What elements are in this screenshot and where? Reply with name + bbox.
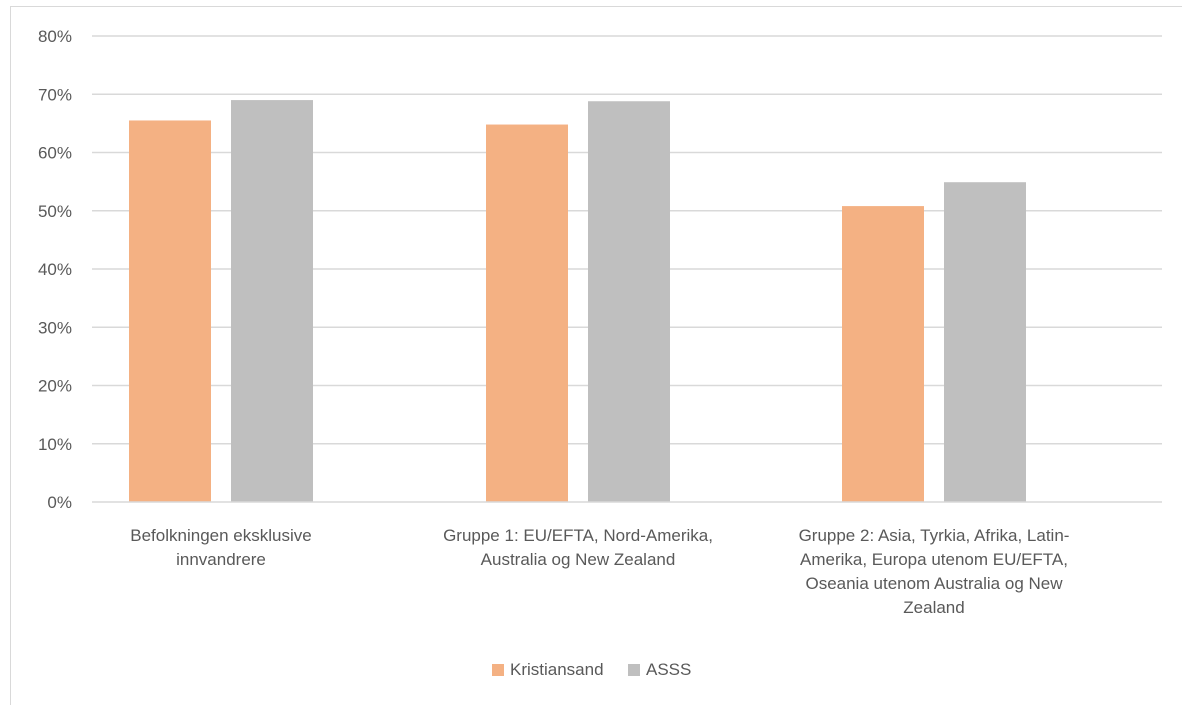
category-label: Gruppe 1: EU/EFTA, Nord-Amerika, Australi… bbox=[443, 526, 713, 569]
bars bbox=[129, 100, 1026, 503]
y-axis-tick-labels: 0% 10% 20% 30% 40% 50% 60% 70% 80% bbox=[38, 27, 72, 512]
y-tick-label: 20% bbox=[38, 377, 72, 396]
y-tick-label: 40% bbox=[38, 260, 72, 279]
category-label: Befolkningen eksklusive innvandrere bbox=[130, 526, 311, 569]
y-tick-label: 50% bbox=[38, 202, 72, 221]
y-tick-label: 0% bbox=[47, 493, 72, 512]
category-label-line: Amerika, Europa utenom EU/EFTA, bbox=[800, 550, 1068, 569]
bar-asss-1 bbox=[231, 100, 313, 502]
category-label-line: Gruppe 2: Asia, Tyrkia, Afrika, Latin- bbox=[799, 526, 1070, 545]
legend: Kristiansand ASSS bbox=[492, 660, 691, 679]
category-label-line: Zealand bbox=[903, 598, 964, 617]
y-tick-label: 80% bbox=[38, 27, 72, 46]
bar-asss-3 bbox=[944, 182, 1026, 502]
bar-asss-2 bbox=[588, 101, 670, 503]
y-tick-label: 70% bbox=[38, 85, 72, 104]
y-tick-label: 30% bbox=[38, 318, 72, 337]
bar-kristiansand-1 bbox=[129, 120, 211, 503]
category-label-line: Befolkningen eksklusive bbox=[130, 526, 311, 545]
category-label: Gruppe 2: Asia, Tyrkia, Afrika, Latin- Am… bbox=[799, 526, 1070, 617]
category-label-line: Gruppe 1: EU/EFTA, Nord-Amerika, bbox=[443, 526, 713, 545]
legend-swatch-asss bbox=[628, 664, 640, 676]
y-tick-label: 10% bbox=[38, 435, 72, 454]
legend-label-kristiansand: Kristiansand bbox=[510, 660, 604, 679]
y-tick-label: 60% bbox=[38, 144, 72, 163]
category-label-line: Oseania utenom Australia og New bbox=[805, 574, 1063, 593]
legend-swatch-kristiansand bbox=[492, 664, 504, 676]
category-label-line: innvandrere bbox=[176, 550, 266, 569]
bar-kristiansand-2 bbox=[486, 124, 568, 502]
legend-label-asss: ASSS bbox=[646, 660, 691, 679]
category-labels: Befolkningen eksklusive innvandrere Gruppe… bbox=[130, 526, 1069, 617]
category-label-line: Australia og New Zealand bbox=[481, 550, 676, 569]
bar-kristiansand-3 bbox=[842, 206, 924, 502]
